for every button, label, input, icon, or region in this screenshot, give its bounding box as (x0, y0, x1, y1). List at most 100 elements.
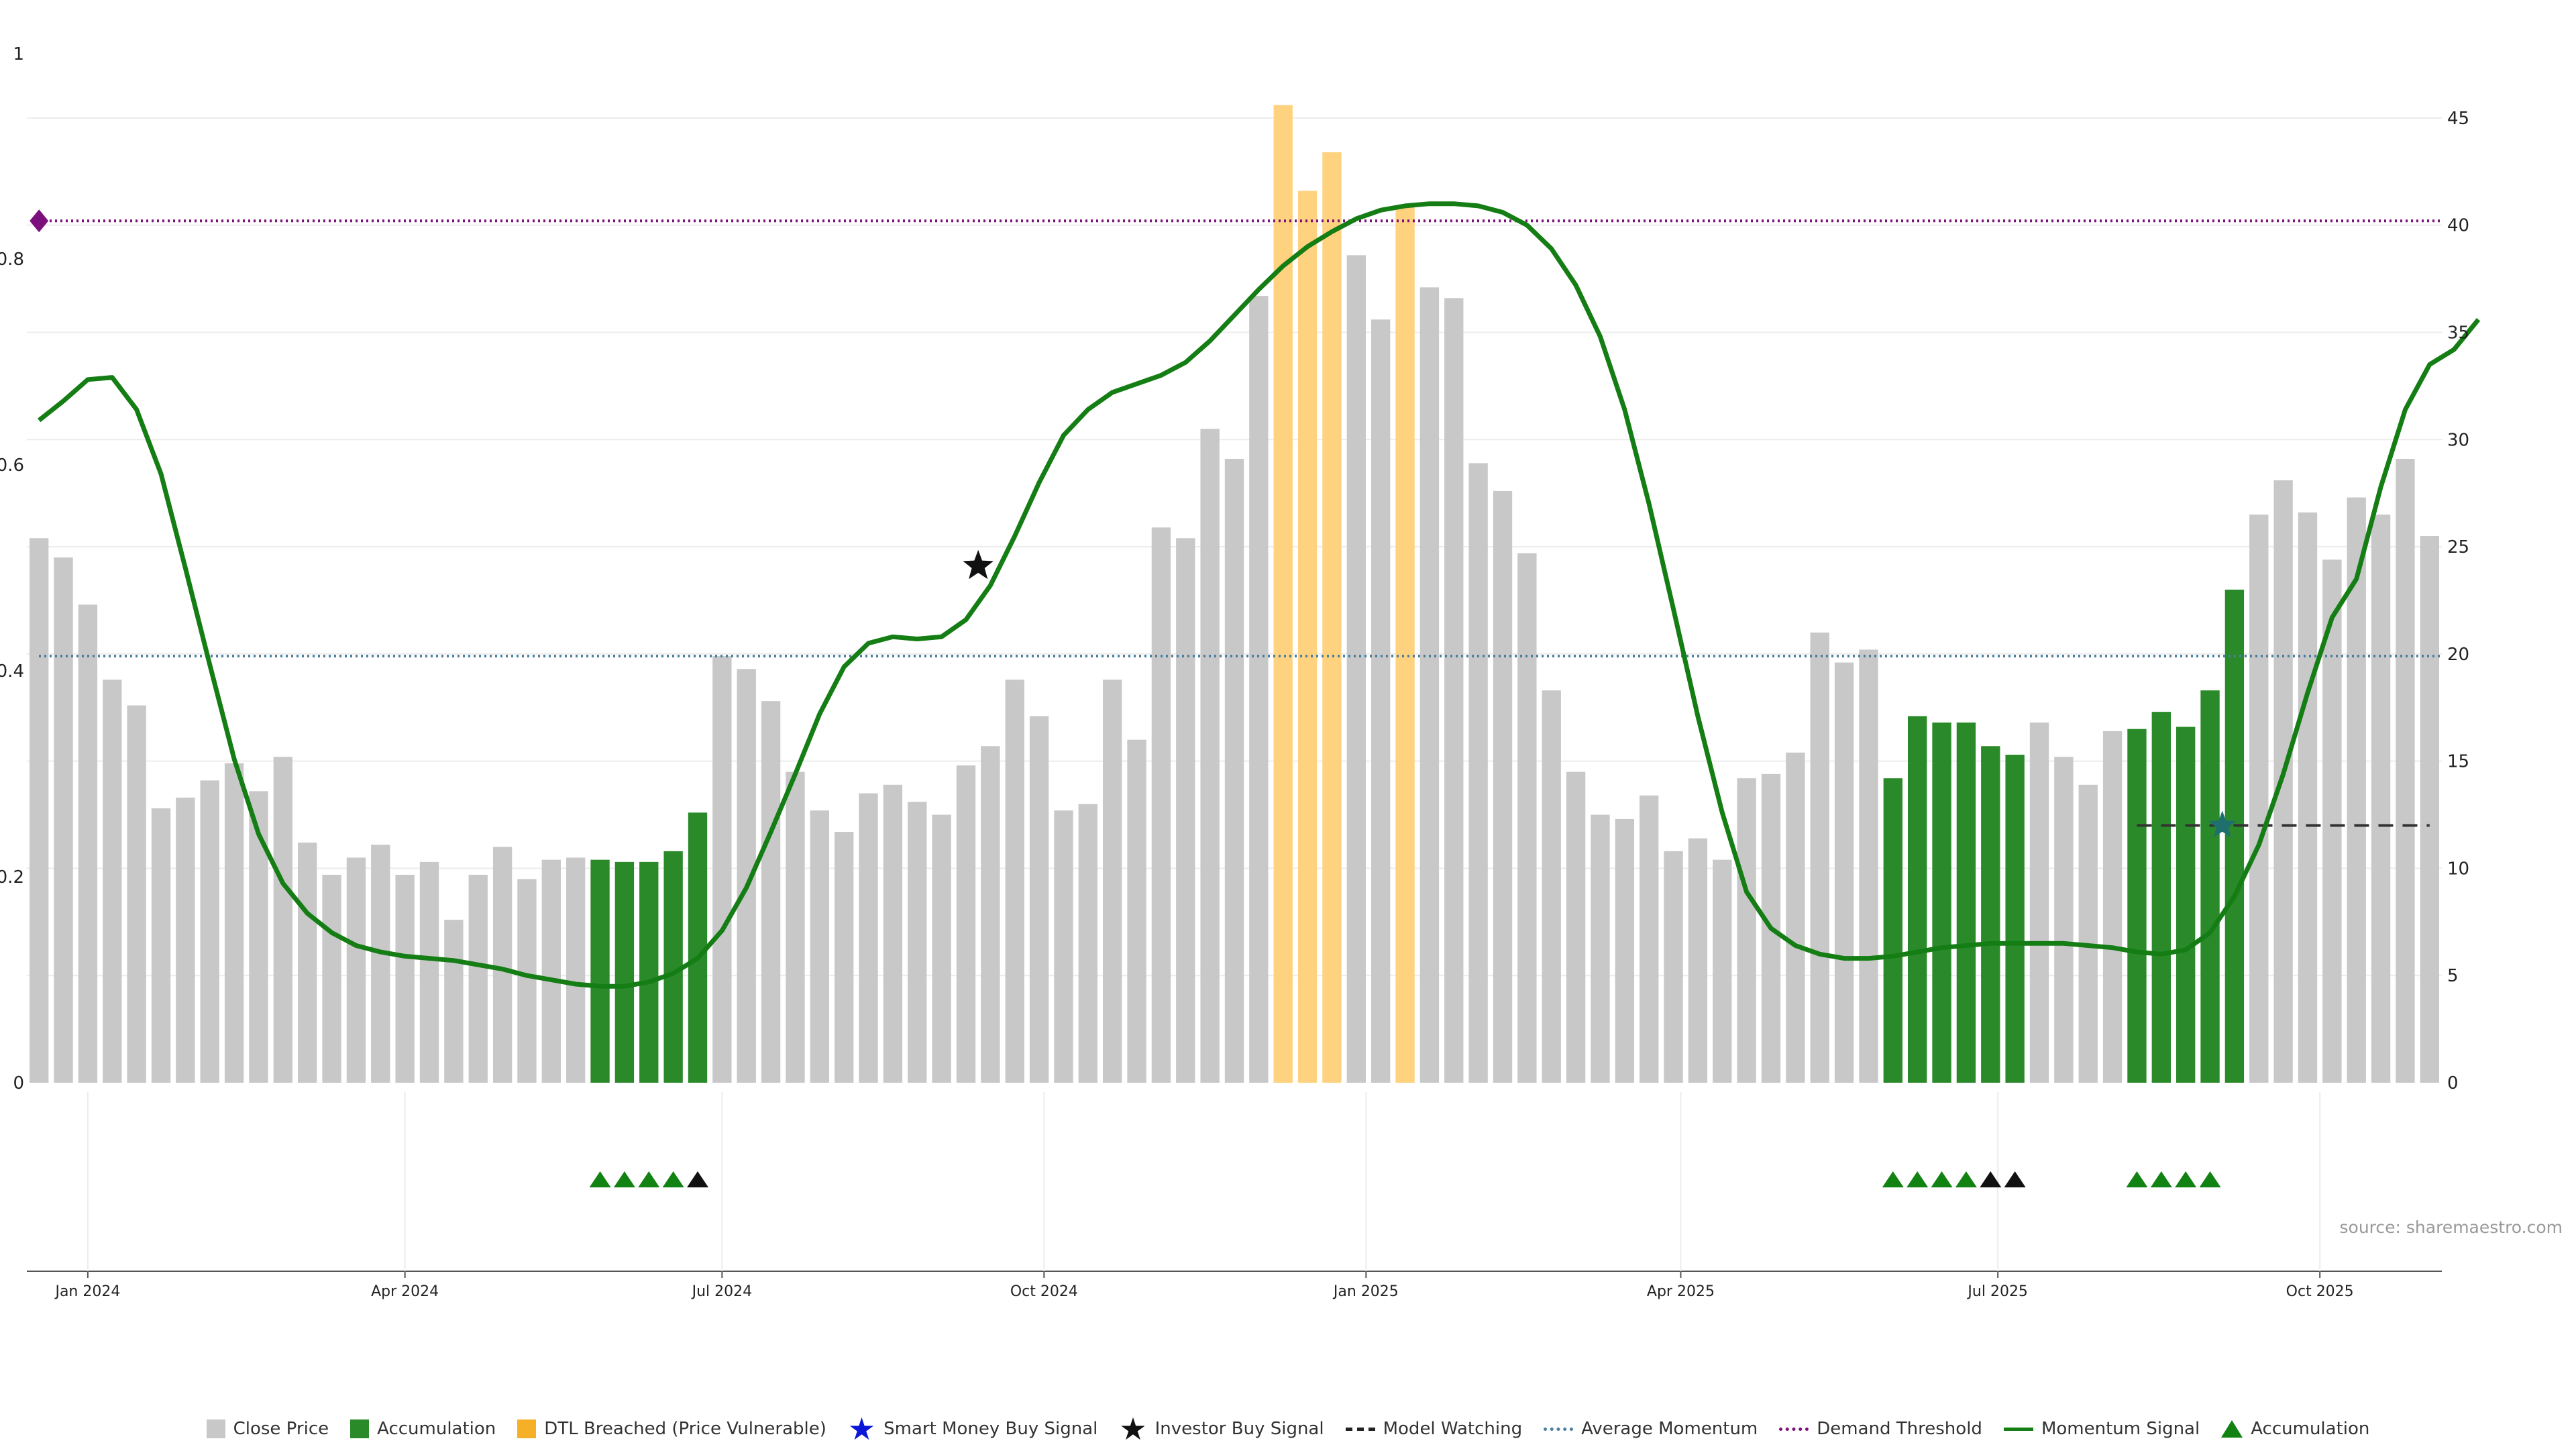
left-tick-label: 1 (13, 44, 24, 64)
close-price-bar (786, 771, 805, 1083)
close-price-bar (1005, 680, 1024, 1083)
close-price-bar (103, 680, 122, 1083)
close-price-bar (151, 808, 171, 1083)
legend-swatch (350, 1419, 370, 1438)
lower-panel: Jan 2024 Apr 2024 Jul 2024 Oct 2024 Jan 2025… (27, 1092, 2442, 1300)
momentum-signal (38, 201, 2481, 989)
close-price-bar (1737, 778, 1756, 1083)
legend-item: Demand Threshold (1779, 1419, 1982, 1439)
legend-swatch (1544, 1427, 1574, 1431)
accumulation-triangle (638, 1171, 660, 1187)
legend: Close Price Accumulation DTL Breached (Pri… (0, 1409, 2576, 1449)
right-tick-label: 45 (2447, 109, 2469, 129)
close-price-bar (517, 879, 537, 1083)
signal-markers (30, 209, 2237, 838)
close-price-bar (541, 859, 561, 1083)
close-price-bar (2078, 784, 2098, 1083)
close-price-bar (835, 832, 854, 1083)
dtl-breached-bar (1297, 191, 1318, 1083)
legend-item: Close Price (206, 1419, 329, 1439)
close-price-bar (712, 656, 732, 1083)
legend-swatch: ★ (1119, 1411, 1147, 1447)
close-price-bar (981, 746, 1000, 1083)
source-text: source: sharemaestro.com (2340, 1218, 2563, 1237)
legend-item: Average Momentum (1544, 1419, 1758, 1439)
accumulation-triangle (589, 1171, 611, 1187)
legend-label: Average Momentum (1581, 1419, 1758, 1439)
right-tick-label: 40 (2447, 216, 2469, 236)
close-price-bar (1249, 296, 1269, 1083)
legend-swatch (1779, 1427, 1809, 1431)
legend-swatch (1345, 1427, 1375, 1431)
close-price-bar (224, 763, 244, 1083)
close-price-bar (1151, 527, 1171, 1083)
close-price-bar (1054, 810, 1073, 1083)
accumulation-triangle (662, 1171, 684, 1187)
close-price-bar (273, 757, 292, 1083)
legend-label: Accumulation (2251, 1419, 2370, 1439)
accumulation-bar (1956, 722, 1976, 1083)
legend-label: Investor Buy Signal (1155, 1419, 1324, 1439)
close-price-bar (2347, 497, 2366, 1083)
right-tick-label: 35 (2447, 323, 2469, 343)
close-price-bar (761, 701, 781, 1083)
close-price-bar (1346, 255, 1366, 1083)
momentum-signal-line (38, 201, 2481, 989)
close-price-bar (1419, 287, 1440, 1083)
accumulation-bar (1883, 778, 1902, 1083)
legend-swatch (517, 1419, 537, 1438)
close-price-bar (78, 604, 98, 1083)
close-price-bar (1542, 690, 1561, 1083)
close-price-bar (1444, 298, 1464, 1083)
accumulation-triangle (1955, 1171, 1977, 1187)
accumulation-triangle (1907, 1171, 1929, 1187)
close-price-bar (371, 845, 390, 1083)
accumulation-bar (614, 861, 635, 1083)
close-price-bar (1200, 429, 1220, 1083)
accumulation-bar (1908, 716, 1927, 1083)
left-tick-label: 0.6 (0, 455, 24, 476)
close-price-bar (1517, 553, 1537, 1083)
left-axis: 0 0.2 0.4 0.6 0.8 1 (0, 44, 24, 1093)
close-price-bar (1786, 752, 1805, 1083)
accumulation-bar (2224, 589, 2245, 1083)
close-price-bar (2029, 722, 2049, 1083)
legend-item: DTL Breached (Price Vulnerable) (517, 1419, 826, 1439)
accumulation-bar (2005, 755, 2025, 1083)
x-tick-label: Oct 2024 (1010, 1283, 1078, 1300)
signal-triangle (687, 1171, 708, 1187)
right-tick-label: 15 (2447, 752, 2469, 772)
x-tick-label: Jan 2024 (54, 1283, 120, 1300)
close-price-bar (200, 780, 219, 1083)
close-price-bar (322, 875, 341, 1083)
investor-buy-signal-star (963, 549, 994, 580)
reference-lines (39, 219, 2442, 827)
close-price-bar (1566, 771, 1586, 1083)
close-price-bar (444, 920, 464, 1083)
x-tick-label: Jul 2024 (691, 1283, 753, 1300)
accumulation-triangle (1882, 1171, 1904, 1187)
close-price-bar (1493, 490, 1513, 1083)
right-axis: 0 5 10 15 20 25 30 35 40 45 (2447, 109, 2469, 1093)
close-price-bar (1664, 851, 1683, 1083)
dtl-breached-bar (1395, 205, 1415, 1083)
close-price-bar (1103, 680, 1122, 1083)
accumulation-bar (590, 859, 610, 1083)
close-price-bar (1468, 463, 1488, 1083)
right-tick-label: 25 (2447, 537, 2469, 557)
legend-item: ★ Investor Buy Signal (1119, 1411, 1324, 1447)
price-bars (30, 105, 2439, 1083)
close-price-bar (395, 875, 415, 1083)
accumulation-triangle (2199, 1171, 2221, 1187)
accumulation-triangle (1931, 1171, 1953, 1187)
close-price-bar (2322, 559, 2342, 1083)
close-price-bar (956, 765, 976, 1083)
signal-triangle (2004, 1171, 2026, 1187)
close-price-bar (859, 793, 878, 1083)
accumulation-bar (2127, 729, 2147, 1083)
accumulation-triangle (2150, 1171, 2172, 1187)
signal-star (2208, 810, 2237, 838)
close-price-bar (932, 814, 951, 1083)
legend-swatch (206, 1419, 225, 1438)
right-tick-label: 20 (2447, 645, 2469, 665)
